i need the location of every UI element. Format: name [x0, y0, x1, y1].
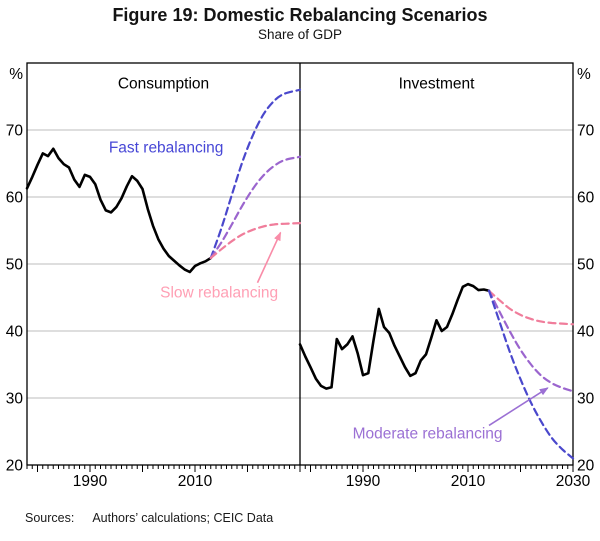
annotation-arrow-1-0	[488, 387, 549, 427]
series-investment-fast-rebalancing	[487, 289, 575, 460]
sources-label: Sources:	[25, 511, 75, 525]
y-label-right-50: 50	[577, 257, 595, 274]
label-fast-rebalancing: Fast rebalancing	[108, 139, 224, 157]
y-label-left-60: 60	[6, 190, 24, 207]
x-label-0-2010: 2010	[178, 473, 213, 490]
y-label-left-70: 70	[6, 123, 24, 140]
figure-title: Figure 19: Domestic Rebalancing Scenario…	[112, 5, 488, 25]
label-moderate-rebalancing: Moderate rebalancing	[352, 424, 503, 442]
x-label-0-1990: 1990	[73, 473, 108, 490]
sources-text: Authors’ calculations; CEIC Data	[92, 511, 274, 525]
x-label-1-1990: 1990	[346, 473, 381, 490]
y-label-left-20: 20	[6, 458, 24, 475]
y-label-left-30: 30	[6, 391, 24, 408]
label-slow-rebalancing: Slow rebalancing	[160, 284, 279, 302]
y-unit-right: %	[577, 66, 591, 83]
y-label-right-40: 40	[577, 324, 595, 341]
y-label-left-50: 50	[6, 257, 24, 274]
series-consumption-moderate-rebalancing	[209, 155, 302, 260]
x-label-1-2030: 2030	[556, 473, 591, 490]
y-unit-left: %	[9, 66, 23, 83]
series-consumption-consumption-historical	[25, 147, 213, 274]
y-label-right-30: 30	[577, 391, 595, 408]
series-investment-moderate-rebalancing	[487, 289, 575, 393]
series-investment-slow-rebalancing	[487, 289, 575, 326]
sources-line: Sources: Authors’ calculations; CEIC Data	[25, 511, 273, 525]
annotation-arrow-0-1	[256, 231, 282, 284]
series-consumption-fast-rebalancing	[209, 88, 302, 260]
x-label-1-2010: 2010	[451, 473, 486, 490]
series-investment-investment-historical	[298, 282, 491, 390]
y-label-left-40: 40	[6, 324, 24, 341]
y-label-right-20: 20	[577, 458, 595, 475]
figure-subtitle: Share of GDP	[257, 27, 343, 42]
y-label-right-60: 60	[577, 190, 595, 207]
series-consumption-slow-rebalancing	[209, 222, 302, 260]
panel-title-consumption: Consumption	[117, 75, 210, 93]
y-label-right-70: 70	[577, 123, 595, 140]
panel-title-investment: Investment	[398, 75, 475, 93]
